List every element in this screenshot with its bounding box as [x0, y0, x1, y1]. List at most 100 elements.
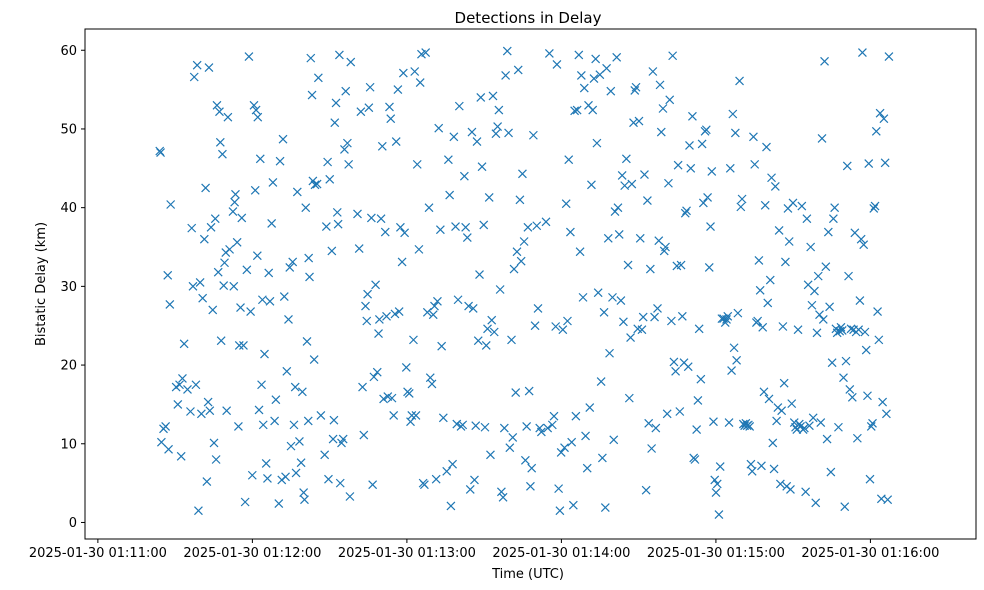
data-point [725, 163, 735, 173]
data-point [642, 196, 652, 205]
x-tick-label: 2025-01-30 01:16:00 [801, 546, 939, 561]
data-point [863, 391, 872, 401]
y-axis: 0 10 20 30 40 50 60 [60, 44, 85, 531]
data-point [671, 366, 681, 376]
data-point [274, 499, 284, 509]
x-axis: 2025-01-30 01:11:00 2025-01-30 01:12:00 20… [29, 539, 939, 561]
data-point [874, 335, 884, 345]
data-point [286, 441, 296, 451]
data-point [640, 170, 649, 180]
data-point [860, 327, 870, 337]
data-point [878, 397, 888, 407]
data-point [813, 271, 823, 281]
data-point [768, 438, 778, 448]
data-point [834, 422, 843, 432]
data-point [393, 85, 403, 95]
data-point [685, 141, 694, 150]
data-point [760, 200, 770, 210]
data-point [516, 256, 526, 266]
data-point [837, 326, 847, 335]
data-point [334, 50, 344, 60]
data-point [325, 174, 335, 184]
y-axis-label: Bistatic Delay (km) [34, 222, 49, 346]
data-point [194, 506, 203, 516]
data-point [313, 73, 323, 83]
data-point [883, 495, 893, 505]
x-tick-label: 2025-01-30 01:15:00 [647, 546, 785, 561]
data-point [597, 453, 607, 463]
data-point [332, 207, 342, 217]
data-point [211, 455, 221, 464]
data-point [644, 418, 654, 428]
data-point [307, 90, 317, 100]
data-point [390, 309, 400, 319]
data-point [822, 434, 832, 444]
data-point [496, 487, 506, 497]
data-point [222, 406, 232, 416]
data-point [868, 418, 877, 428]
data-point [374, 329, 383, 339]
data-point [763, 298, 773, 308]
data-point [840, 502, 850, 512]
data-point [268, 178, 278, 187]
data-point [433, 296, 442, 306]
data-point [665, 95, 675, 105]
data-point [810, 286, 819, 296]
data-point [409, 335, 418, 345]
data-point [778, 322, 788, 331]
data-point [364, 103, 374, 113]
data-point [371, 280, 381, 290]
data-point [249, 100, 259, 110]
data-point [178, 374, 187, 383]
data-point [710, 475, 720, 485]
data-point [694, 324, 704, 334]
data-point [879, 114, 889, 124]
data-point [219, 281, 229, 290]
data-point [230, 197, 240, 207]
data-point [637, 325, 647, 335]
data-point [750, 159, 760, 169]
data-point [271, 395, 281, 405]
data-point [581, 431, 590, 441]
y-tick-label: 40 [60, 201, 77, 216]
data-point [257, 295, 267, 305]
data-point [825, 302, 835, 312]
data-point [746, 459, 756, 469]
data-point [870, 201, 880, 211]
data-point [749, 132, 758, 142]
data-point [723, 311, 733, 321]
data-point [282, 366, 292, 376]
data-point [599, 307, 609, 317]
data-point [434, 123, 444, 133]
data-point [864, 159, 874, 169]
data-point [387, 393, 397, 403]
data-point [361, 301, 370, 311]
data-point [491, 129, 501, 139]
data-point [722, 314, 731, 324]
data-point [257, 380, 266, 390]
data-point [770, 181, 780, 191]
data-point [252, 251, 262, 261]
data-point [507, 335, 516, 345]
data-point [733, 308, 743, 318]
data-point [779, 378, 789, 388]
chart-title: Detections in Delay [455, 9, 602, 27]
data-point [568, 500, 578, 510]
data-point [395, 222, 405, 232]
data-point [527, 463, 537, 473]
data-point [533, 303, 543, 313]
data-point [519, 237, 529, 246]
data-point [285, 263, 295, 272]
data-point [574, 50, 584, 60]
data-point [536, 427, 546, 437]
data-point [846, 324, 856, 334]
data-point [199, 234, 209, 244]
data-point [616, 296, 626, 305]
data-point [353, 209, 362, 219]
data-point [495, 285, 505, 294]
data-point [163, 270, 173, 280]
data-point [316, 411, 326, 420]
data-point [620, 181, 630, 191]
data-point [435, 225, 445, 235]
data-point [549, 411, 559, 421]
